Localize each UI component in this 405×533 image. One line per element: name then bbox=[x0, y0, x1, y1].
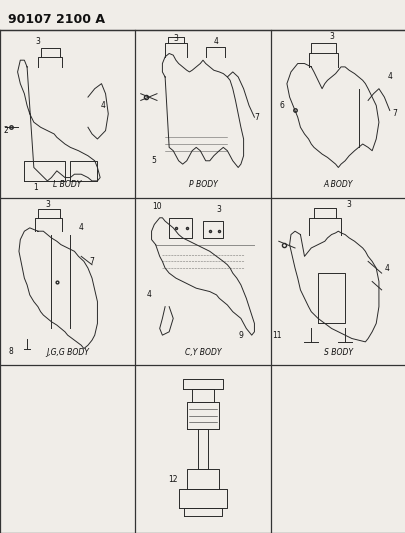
Text: J,G,G BODY: J,G,G BODY bbox=[46, 348, 89, 357]
Text: 4: 4 bbox=[386, 72, 391, 82]
Text: 3: 3 bbox=[346, 200, 351, 209]
Text: 11: 11 bbox=[272, 330, 281, 340]
Text: 4: 4 bbox=[384, 264, 388, 272]
Text: 3: 3 bbox=[45, 200, 50, 209]
Text: 10: 10 bbox=[152, 201, 162, 211]
Text: 3: 3 bbox=[35, 37, 40, 46]
Text: L BODY: L BODY bbox=[53, 180, 82, 189]
Text: 9: 9 bbox=[238, 330, 243, 340]
Text: C,Y BODY: C,Y BODY bbox=[184, 348, 221, 357]
Text: 4: 4 bbox=[100, 101, 105, 110]
Text: 7: 7 bbox=[392, 109, 396, 118]
Text: 12: 12 bbox=[168, 475, 177, 484]
Text: 7: 7 bbox=[254, 112, 259, 122]
Text: S BODY: S BODY bbox=[323, 348, 352, 357]
Text: 3: 3 bbox=[328, 32, 333, 41]
Text: 1: 1 bbox=[33, 183, 38, 192]
Text: P BODY: P BODY bbox=[188, 180, 217, 189]
Text: 7: 7 bbox=[90, 257, 94, 266]
Text: 3: 3 bbox=[173, 34, 178, 43]
Text: 8: 8 bbox=[9, 348, 13, 357]
Text: 4: 4 bbox=[213, 37, 218, 46]
Text: 5: 5 bbox=[151, 156, 156, 165]
Text: 6: 6 bbox=[278, 101, 283, 110]
Text: 90107 2100 A: 90107 2100 A bbox=[8, 13, 105, 26]
Text: A BODY: A BODY bbox=[323, 180, 352, 189]
Text: 2: 2 bbox=[3, 126, 8, 135]
Text: 4: 4 bbox=[146, 290, 151, 300]
Text: 4: 4 bbox=[79, 223, 83, 232]
Text: 3: 3 bbox=[216, 205, 221, 214]
